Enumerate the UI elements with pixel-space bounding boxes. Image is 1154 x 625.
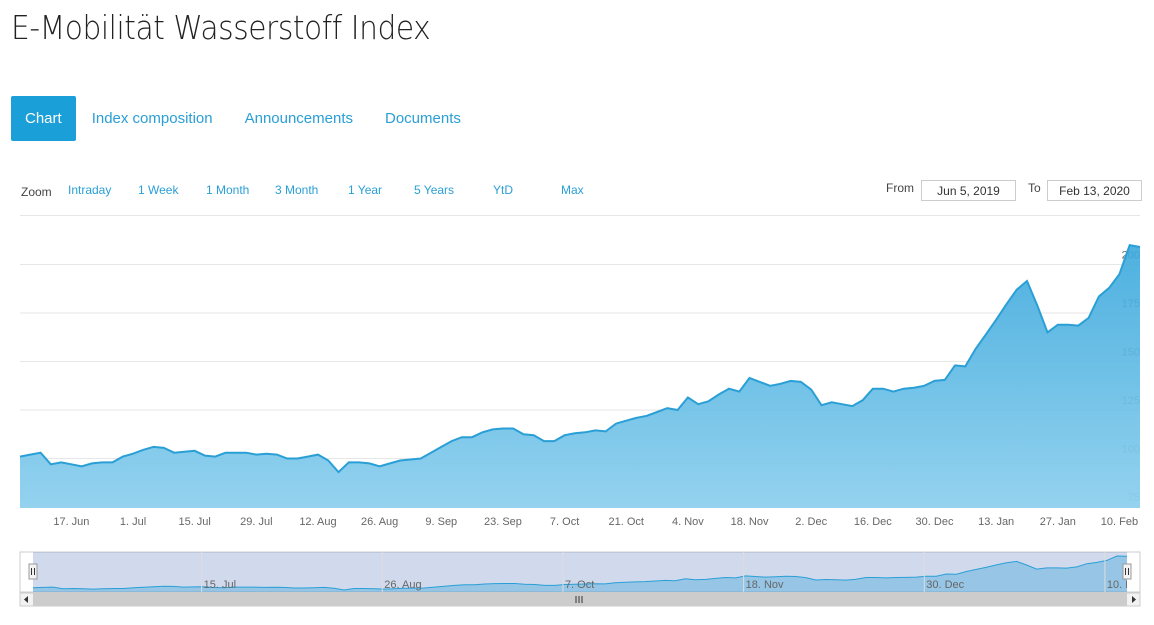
x-tick-label: 12. Aug	[299, 516, 336, 528]
x-tick-label: 10. Feb	[1101, 516, 1138, 528]
tab[interactable]: Documents	[385, 110, 461, 127]
zoom-label: Zoom	[21, 185, 52, 199]
navigator-label: 30. Dec	[926, 579, 964, 591]
scrollbar-arrow[interactable]	[24, 596, 28, 603]
x-tick-label: 2. Dec	[795, 516, 827, 528]
zoom-button[interactable]: 1 Year	[348, 183, 383, 197]
x-tick-label: 16. Dec	[854, 516, 892, 528]
navigator-label: 7. Oct	[565, 579, 594, 591]
x-tick-label: 29. Jul	[240, 516, 272, 528]
zoom-button[interactable]: YtD	[493, 183, 514, 197]
x-tick-label: 18. Nov	[731, 516, 769, 528]
page-title: E-Mobilität Wasserstoff Index	[11, 8, 431, 47]
scrollbar-arrow[interactable]	[1132, 596, 1136, 603]
x-tick-label: 27. Jan	[1040, 516, 1076, 528]
navigator-label: 15. Jul	[204, 579, 236, 591]
scrollbar	[19, 592, 1141, 607]
navigator	[19, 551, 1141, 593]
zoom-button[interactable]: 3 Month	[275, 183, 319, 197]
zoom-button[interactable]: 1 Week	[138, 183, 179, 197]
zoom-button[interactable]: 1 Month	[206, 183, 250, 197]
navigator-handle[interactable]	[1122, 563, 1132, 580]
x-tick-label: 13. Jan	[978, 516, 1014, 528]
zoom-button[interactable]: Max	[561, 183, 584, 197]
x-tick-label: 30. Dec	[916, 516, 954, 528]
x-tick-label: 17. Jun	[53, 516, 89, 528]
to-label: To	[1028, 181, 1041, 195]
tab[interactable]: Index composition	[91, 110, 213, 127]
x-tick-label: 9. Sep	[425, 516, 457, 528]
x-tick-label: 1. Jul	[120, 516, 146, 528]
x-tick-label: 7. Oct	[550, 516, 579, 528]
navigator-area	[33, 556, 1127, 592]
scrollbar-grip	[575, 596, 583, 603]
area-line	[19, 243, 1141, 474]
tab-bar: Chart Index composition Announcements Do…	[11, 96, 477, 141]
x-tick-label: 26. Aug	[361, 516, 398, 528]
navigator-label: 26. Aug	[384, 579, 421, 591]
navigator-label: 18. Nov	[746, 579, 784, 591]
from-input[interactable]: Jun 5, 2019	[921, 180, 1016, 201]
navigator-line	[33, 555, 1127, 591]
x-tick-label: 4. Nov	[672, 516, 704, 528]
x-tick-label: 23. Sep	[484, 516, 522, 528]
from-label: From	[886, 181, 914, 195]
x-tick-label: 21. Oct	[609, 516, 644, 528]
navigator-mask	[33, 552, 1127, 592]
tab[interactable]: Announcements	[244, 110, 353, 127]
navigator-handle-grip	[31, 568, 35, 575]
navigator-frame	[19, 551, 1141, 593]
navigator-label: 10. Feb	[1107, 579, 1144, 591]
x-tick-label: 15. Jul	[178, 516, 210, 528]
to-input[interactable]: Feb 13, 2020	[1047, 180, 1142, 201]
area-fill	[20, 245, 1140, 508]
navigator-handle[interactable]	[28, 563, 38, 580]
zoom-button[interactable]: 5 Years	[414, 183, 455, 197]
scrollbar-thumb[interactable]	[33, 593, 1127, 606]
navigator-series: 15. Jul 26. Aug 7. Oct 18. Nov 30. Dec 10. Fe…	[33, 555, 1144, 592]
navigator-handle-grip	[1125, 568, 1129, 575]
zoom-button[interactable]: Intraday	[68, 183, 112, 197]
tab[interactable]: Chart	[11, 96, 76, 141]
